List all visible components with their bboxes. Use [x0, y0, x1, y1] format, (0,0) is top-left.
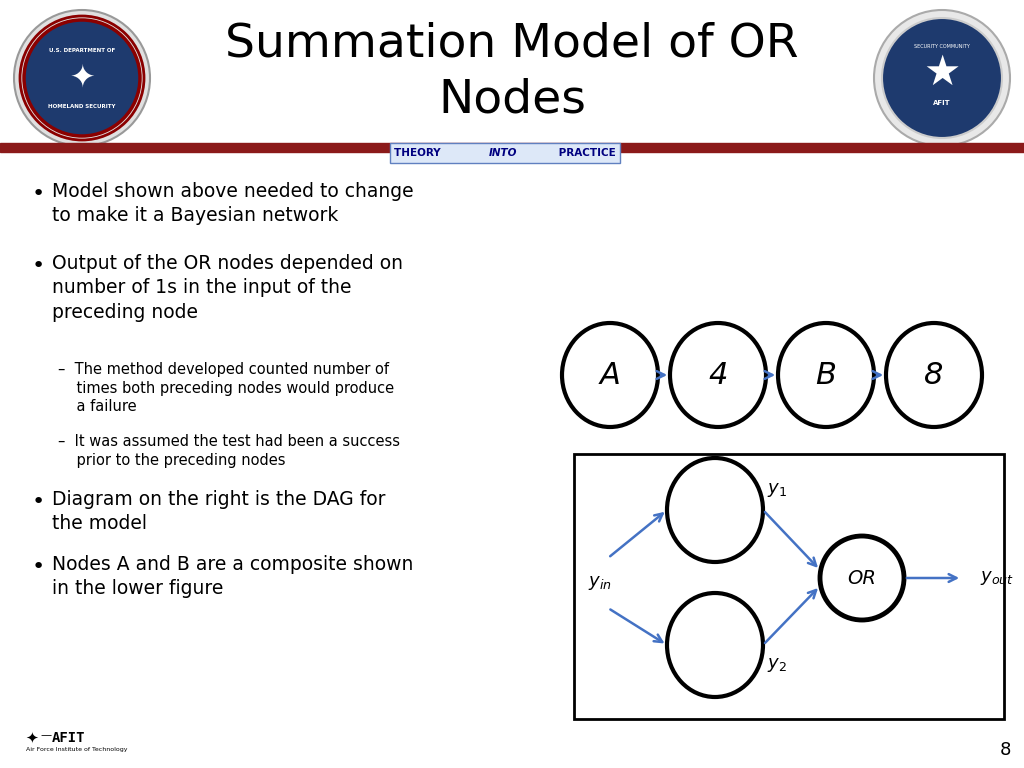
Text: Summation Model of OR
Nodes: Summation Model of OR Nodes [225, 22, 799, 122]
Circle shape [882, 18, 1002, 138]
Text: AFIT: AFIT [52, 731, 85, 745]
Text: •: • [32, 492, 45, 512]
Text: A: A [600, 360, 621, 389]
Text: $y_1$: $y_1$ [767, 481, 787, 499]
Text: $y_{in}$: $y_{in}$ [588, 574, 612, 592]
Text: •: • [32, 557, 45, 577]
Ellipse shape [778, 323, 874, 427]
Text: $y_2$: $y_2$ [767, 656, 786, 674]
Text: AFIT: AFIT [933, 100, 951, 106]
Circle shape [14, 10, 150, 146]
Text: Air Force Institute of Technology: Air Force Institute of Technology [26, 747, 128, 753]
Ellipse shape [670, 323, 766, 427]
Text: ✦: ✦ [25, 730, 38, 746]
Circle shape [24, 20, 140, 136]
Text: INTO: INTO [488, 148, 517, 158]
Text: •: • [32, 184, 45, 204]
Text: 8: 8 [925, 360, 944, 389]
Ellipse shape [562, 323, 658, 427]
Text: Nodes A and B are a composite shown
in the lower figure: Nodes A and B are a composite shown in t… [52, 555, 414, 598]
Ellipse shape [886, 323, 982, 427]
Text: 4: 4 [709, 360, 728, 389]
Bar [574, 454, 1004, 719]
Circle shape [874, 10, 1010, 146]
Bar [0, 143, 1024, 152]
Text: Diagram on the right is the DAG for
the model: Diagram on the right is the DAG for the … [52, 490, 385, 533]
Text: ✦: ✦ [70, 64, 95, 92]
Text: $y_{out}$: $y_{out}$ [980, 569, 1014, 587]
Text: THEORY: THEORY [394, 148, 444, 158]
Text: HOMELAND SECURITY: HOMELAND SECURITY [48, 104, 116, 108]
Text: SECURITY COMMUNITY: SECURITY COMMUNITY [914, 44, 970, 48]
Text: B: B [815, 360, 837, 389]
Text: –  It was assumed the test had been a success
    prior to the preceding nodes: – It was assumed the test had been a suc… [58, 434, 400, 468]
Text: 8: 8 [999, 741, 1011, 759]
Bar [390, 143, 620, 163]
Text: OR: OR [848, 568, 877, 588]
Text: –  The method developed counted number of
    times both preceding nodes would p: – The method developed counted number of… [58, 362, 394, 414]
Text: Output of the OR nodes depended on
number of 1s in the input of the
preceding no: Output of the OR nodes depended on numbe… [52, 254, 403, 322]
Text: •: • [32, 256, 45, 276]
Text: PRACTICE: PRACTICE [555, 148, 616, 158]
Text: ★: ★ [924, 52, 961, 94]
Circle shape [820, 536, 904, 620]
Text: —: — [40, 730, 51, 740]
Text: U.S. DEPARTMENT OF: U.S. DEPARTMENT OF [49, 48, 115, 52]
Ellipse shape [667, 458, 763, 562]
Text: Model shown above needed to change
to make it a Bayesian network: Model shown above needed to change to ma… [52, 182, 414, 225]
Ellipse shape [667, 593, 763, 697]
